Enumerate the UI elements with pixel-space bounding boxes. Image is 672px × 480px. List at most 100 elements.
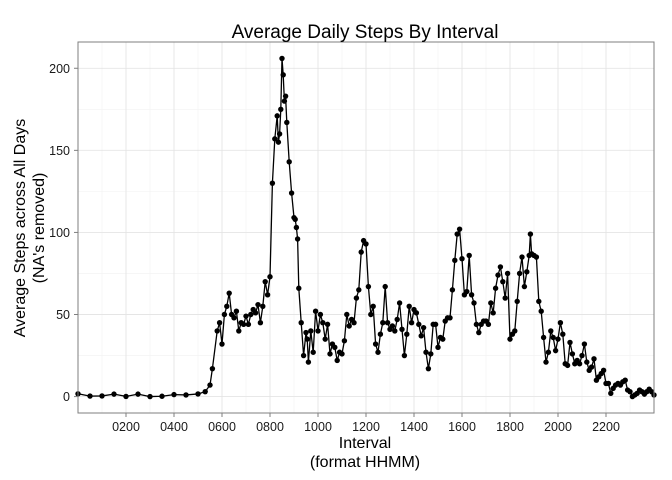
data-point (365, 283, 372, 290)
data-point (183, 392, 189, 398)
data-point (567, 339, 573, 346)
data-point (226, 290, 232, 296)
data-point (280, 72, 286, 78)
x-axis-subtitle: (format HHMM) (310, 454, 420, 471)
data-point (401, 352, 408, 359)
data-point (317, 311, 324, 318)
data-point (576, 361, 583, 367)
data-point (368, 311, 374, 318)
data-point (507, 336, 513, 342)
data-point (370, 303, 376, 309)
data-point (219, 341, 225, 347)
data-point (408, 320, 415, 326)
x-tick-label: 0200 (112, 420, 140, 434)
data-point (334, 357, 340, 364)
data-point (591, 356, 597, 362)
x-tick-label: 0800 (256, 420, 284, 434)
data-point (449, 287, 456, 293)
data-point (269, 180, 276, 186)
data-point (456, 226, 463, 232)
x-tick-label: 2000 (544, 420, 572, 434)
data-point (394, 316, 400, 323)
data-point (159, 393, 165, 399)
data-point (267, 274, 273, 280)
data-point (579, 352, 585, 359)
data-point (346, 323, 352, 329)
data-point (147, 393, 153, 400)
data-point (552, 347, 559, 354)
data-point (288, 190, 295, 196)
data-point (389, 323, 396, 329)
series-layer (75, 55, 657, 400)
data-point (392, 328, 398, 334)
data-point (447, 315, 453, 321)
data-point (464, 288, 470, 295)
data-point (278, 106, 284, 113)
data-point (279, 55, 285, 62)
data-point (255, 301, 261, 308)
data-point (243, 313, 249, 319)
data-point (514, 298, 520, 305)
x-tick-label: 1800 (496, 420, 524, 434)
data-point (372, 341, 379, 347)
y-tick-label: 0 (63, 390, 70, 404)
data-point (315, 328, 321, 334)
data-point (363, 241, 369, 247)
data-point (224, 303, 230, 309)
data-point (240, 321, 247, 328)
data-point (327, 351, 333, 357)
data-point (384, 320, 391, 326)
chart-title: Average Daily Steps By Interval (232, 22, 499, 43)
data-point (264, 292, 271, 298)
data-point (281, 98, 288, 104)
data-point (382, 283, 388, 290)
data-point (435, 344, 441, 351)
data-point (500, 278, 506, 285)
data-point (492, 285, 499, 291)
data-point (304, 336, 310, 342)
data-point (545, 349, 552, 355)
y-tick-label: 200 (49, 62, 70, 76)
data-point (560, 331, 566, 337)
data-point (459, 255, 465, 262)
y-axis-ticks: 0 50 100 150 200 (49, 62, 78, 404)
data-point (516, 270, 523, 277)
data-point (538, 308, 544, 314)
data-point (452, 257, 458, 264)
data-point (600, 367, 607, 374)
data-point (432, 321, 439, 328)
data-point (276, 131, 283, 137)
data-point (588, 364, 595, 370)
y-axis-title: Average Steps across All Days (12, 119, 29, 337)
data-point (351, 320, 357, 326)
data-point (605, 380, 612, 387)
data-point (282, 93, 289, 99)
data-point (292, 216, 298, 222)
data-point (377, 331, 384, 337)
x-tick-label: 1400 (400, 420, 428, 434)
data-point (236, 328, 242, 334)
data-point (305, 359, 312, 365)
data-point (564, 362, 571, 369)
data-point (521, 283, 528, 290)
data-point (473, 321, 480, 328)
data-point (257, 320, 264, 326)
data-point (356, 287, 362, 293)
data-point (627, 388, 633, 395)
data-point (298, 320, 304, 326)
data-point (286, 159, 292, 165)
y-tick-label: 150 (49, 144, 70, 158)
data-point (404, 331, 410, 337)
x-tick-label: 1000 (304, 420, 332, 434)
data-point (557, 320, 564, 326)
data-point (284, 119, 290, 126)
data-point (171, 391, 177, 398)
data-point (233, 308, 240, 314)
data-point (209, 365, 216, 372)
data-point (466, 252, 472, 259)
data-point (471, 300, 477, 306)
data-point (488, 300, 494, 306)
data-point (399, 326, 405, 332)
data-point (396, 300, 403, 306)
